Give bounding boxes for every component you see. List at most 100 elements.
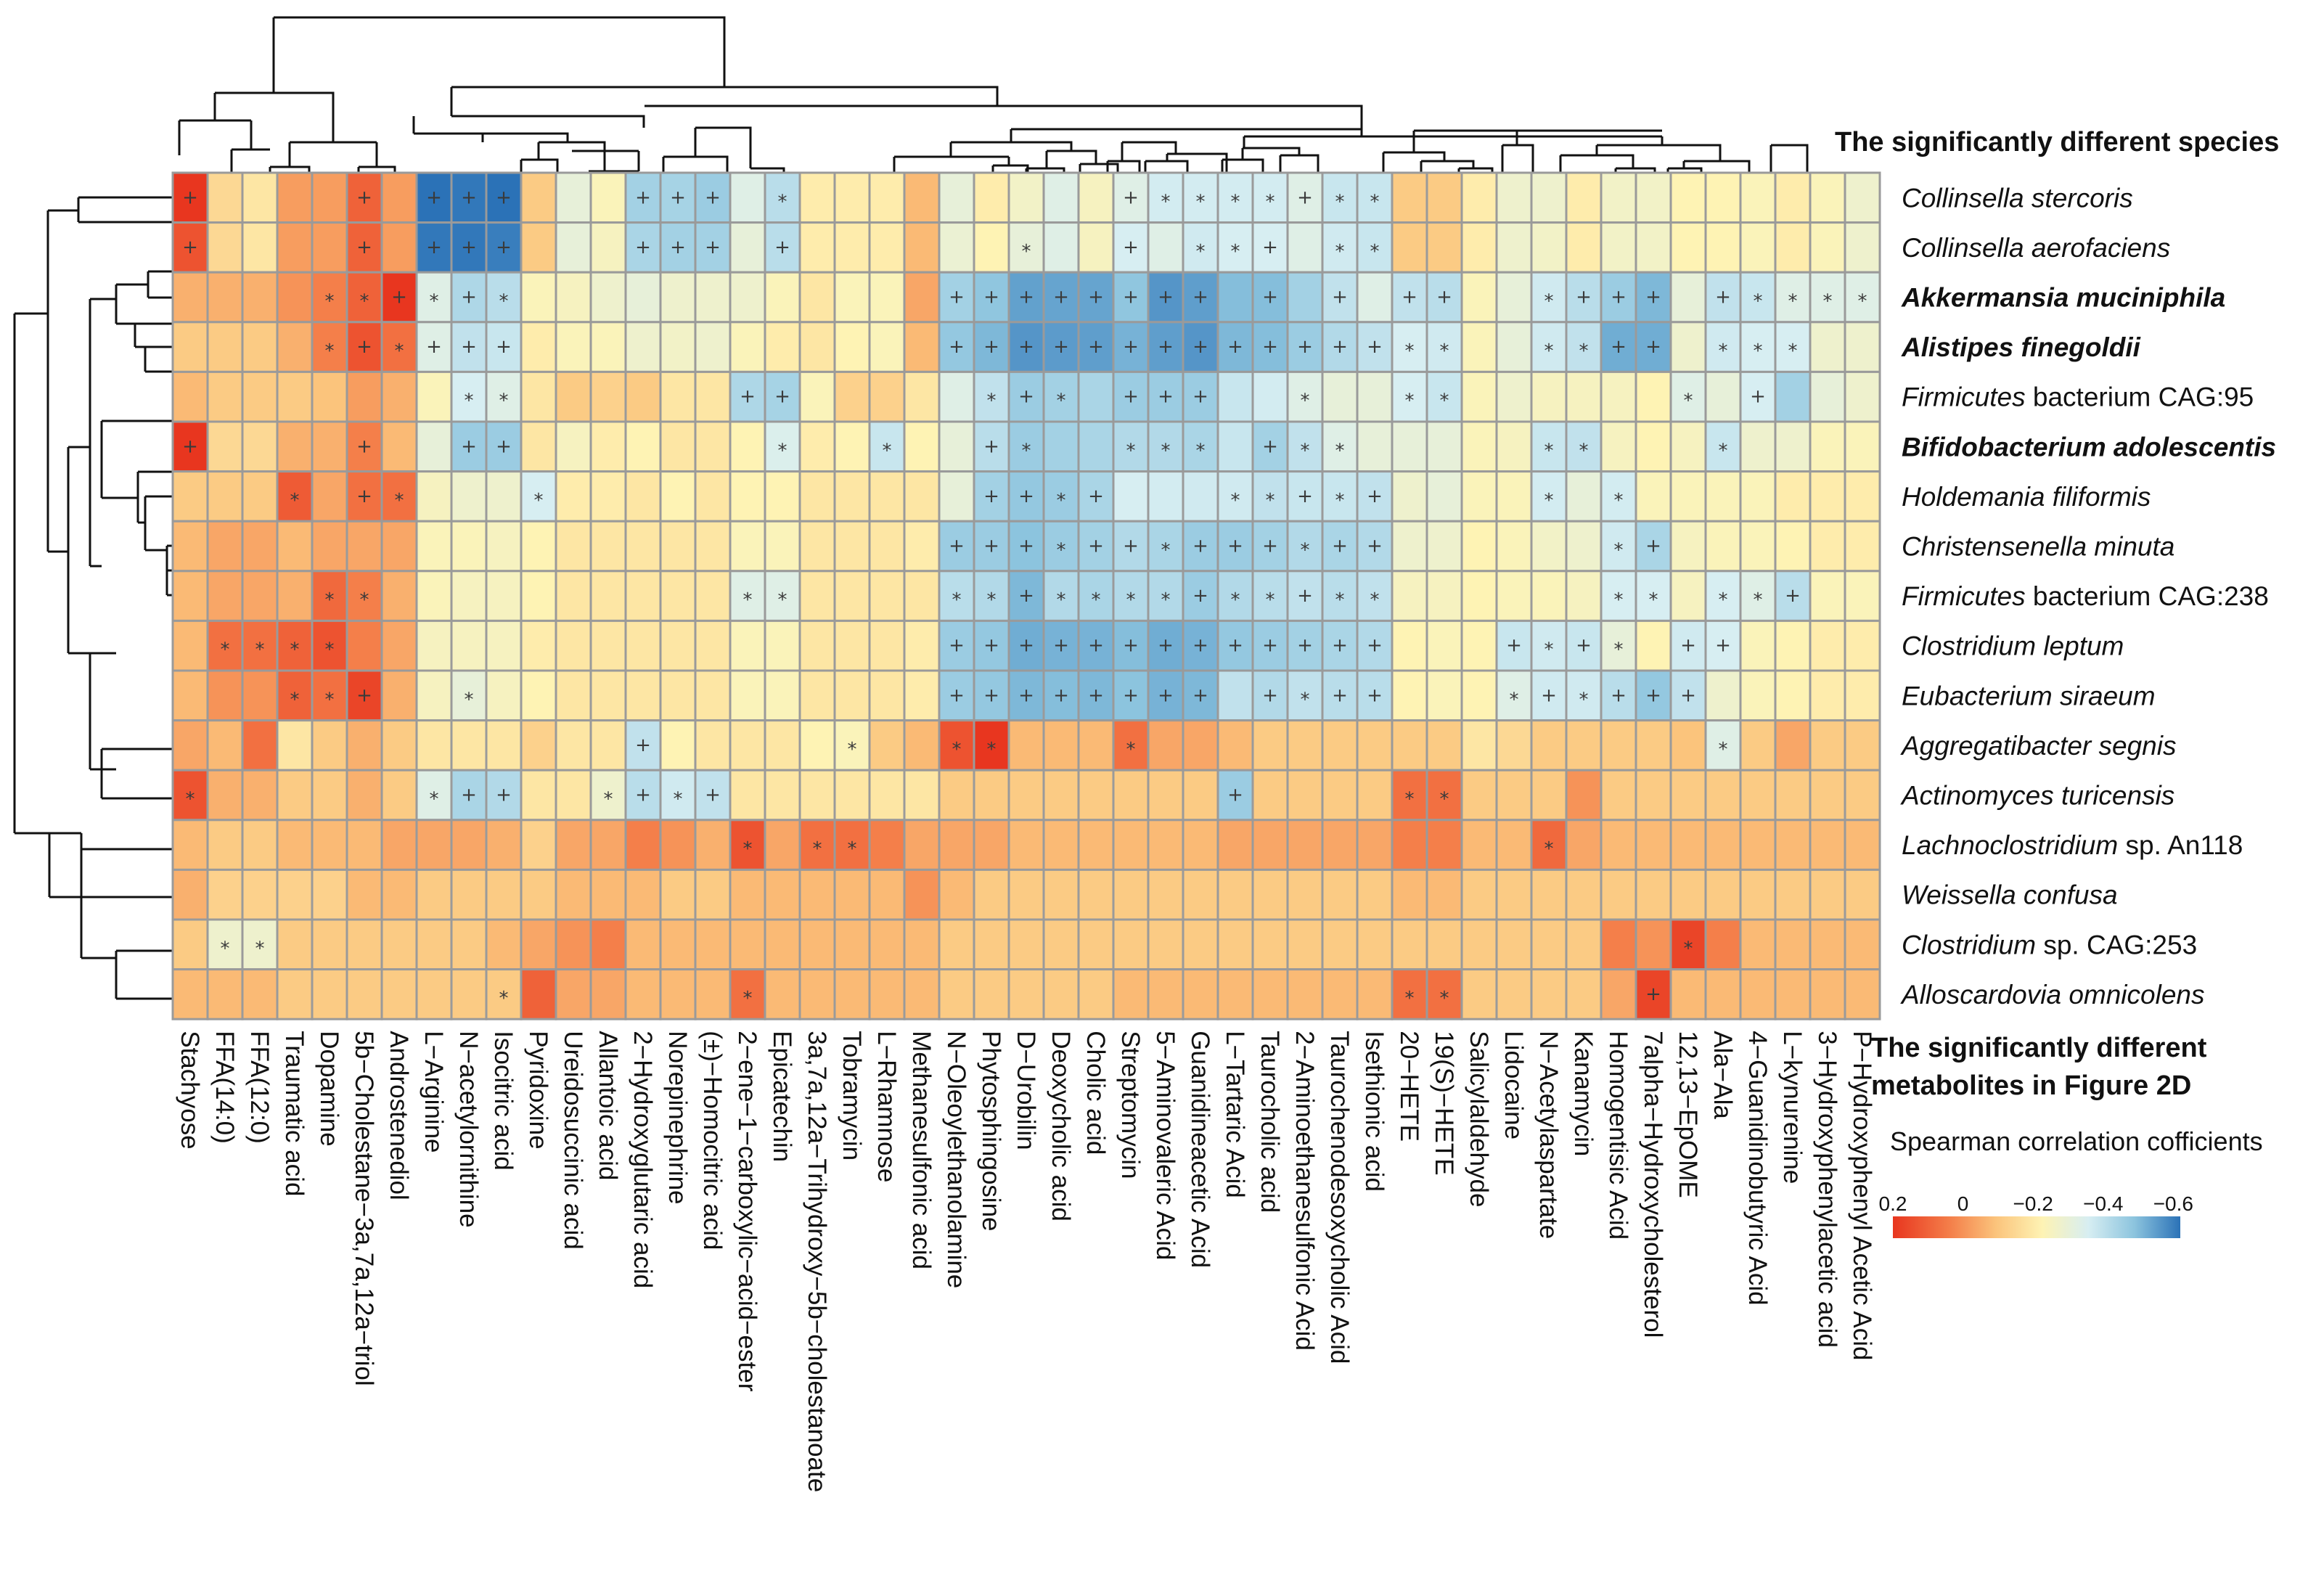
heatmap-cell [1425,420,1463,473]
heatmap-cell [1216,918,1254,971]
heatmap-cell [1634,470,1672,523]
heatmap-cell [1147,619,1184,672]
heatmap-cell [485,669,523,722]
significance-mark: + [1088,536,1104,557]
heatmap-cell [1216,769,1254,822]
metabolite-label: Taurocholic acid [1256,1031,1284,1213]
heatmap-cell [1774,420,1812,473]
heatmap-cell [1844,669,1881,722]
significance-mark: * [1266,191,1275,213]
metabolite-label: Androstenediol [385,1031,413,1200]
metabolite-label: (±)−Homocitric acid [698,1031,727,1250]
heatmap-cell [1460,619,1498,672]
heatmap-cell [1495,968,1533,1020]
heatmap-cell [1007,171,1045,224]
heatmap-cell [1425,619,1463,672]
significance-mark: * [778,589,787,611]
heatmap-cell [415,918,453,971]
heatmap-cell [555,171,592,224]
heatmap-cell [1425,918,1463,971]
heatmap-cell [938,968,975,1020]
significance-mark: * [1510,689,1519,711]
significance-mark: * [1544,838,1554,860]
heatmap-cell [520,819,557,871]
species-label-part: Aggregatibacter segnis [1900,730,2176,760]
significance-mark: * [743,838,753,860]
species-label: Firmicutes bacterium CAG:95 [1902,382,2254,412]
heatmap-cell [1565,470,1603,523]
species-label: Alistipes finegoldii [1901,332,2141,362]
heatmap-cell [380,918,418,971]
heatmap-cell [1530,918,1568,971]
significance-mark: + [1332,536,1348,557]
heatmap-cell [1391,719,1428,771]
heatmap-cell [1565,968,1603,1020]
heatmap-cell [973,570,1010,622]
heatmap-cell [1809,619,1846,672]
significance-mark: + [949,536,965,557]
heatmap-cell [1669,819,1707,871]
species-label: Eubacterium siraeum [1902,681,2156,711]
significance-mark: + [182,237,198,258]
heatmap-cell [380,719,418,771]
significance-mark: * [221,938,230,959]
heatmap-cell [1495,221,1533,274]
heatmap-cell [520,221,557,274]
significance-mark: + [1680,684,1696,706]
heatmap-cell [1600,769,1637,822]
heatmap-cell [694,769,732,822]
heatmap-cell [624,619,662,672]
legend-title: Spearman correlation cofficients [1890,1126,2263,1156]
heatmap-cell [415,819,453,871]
heatmap-cell [1669,868,1707,921]
heatmap-cell [1600,819,1637,871]
heatmap-cell [1007,520,1045,573]
significance-mark: + [949,287,965,308]
heatmap-cell [1077,370,1115,423]
heatmap-cell [868,769,906,822]
heatmap-cell [345,769,383,822]
significance-mark: + [983,287,999,308]
significance-mark: * [360,589,369,611]
heatmap-cell [903,520,941,573]
heatmap-cell [903,370,941,423]
heatmap-cell [1391,669,1428,722]
heatmap-cell [1739,819,1777,871]
heatmap-cell [1112,769,1150,822]
heatmap-cell [1530,520,1568,573]
heatmap-cell [764,619,801,672]
heatmap-cell [868,669,906,722]
heatmap-cell [1669,271,1707,324]
heatmap-cell [1042,968,1080,1020]
heatmap-cell [1774,321,1812,373]
heatmap-cell [311,769,348,822]
heatmap-cell [1460,968,1498,1020]
significance-mark: * [1405,789,1415,811]
heatmap-cell [1251,918,1289,971]
heatmap-cell [624,370,662,423]
heatmap-cell [1844,918,1881,971]
metabolite-label: Traumatic acid [280,1031,308,1196]
significance-mark: * [1405,988,1415,1010]
significance-mark: + [1715,287,1731,308]
heatmap-cell [450,619,488,672]
heatmap-cell [276,719,314,771]
heatmap-cell [659,420,697,473]
metabolite-label: 5−Aminovaleric Acid [1151,1031,1179,1260]
heatmap-cell [1634,868,1672,921]
heatmap-cell [520,171,557,224]
heatmap-cell [555,321,592,373]
significance-mark: + [635,237,651,258]
heatmap-cell [380,370,418,423]
heatmap-cell [311,271,348,324]
heatmap-cell [241,271,279,324]
heatmap-cell [659,968,697,1020]
heatmap-cell [520,719,557,771]
heatmap-cell [206,221,244,274]
heatmap-cell [903,321,941,373]
significance-mark: + [1750,386,1766,408]
heatmap-cell [1391,221,1428,274]
heatmap-cell [1391,918,1428,971]
heatmap-cell [1216,968,1254,1020]
heatmap-cell [1495,570,1533,622]
